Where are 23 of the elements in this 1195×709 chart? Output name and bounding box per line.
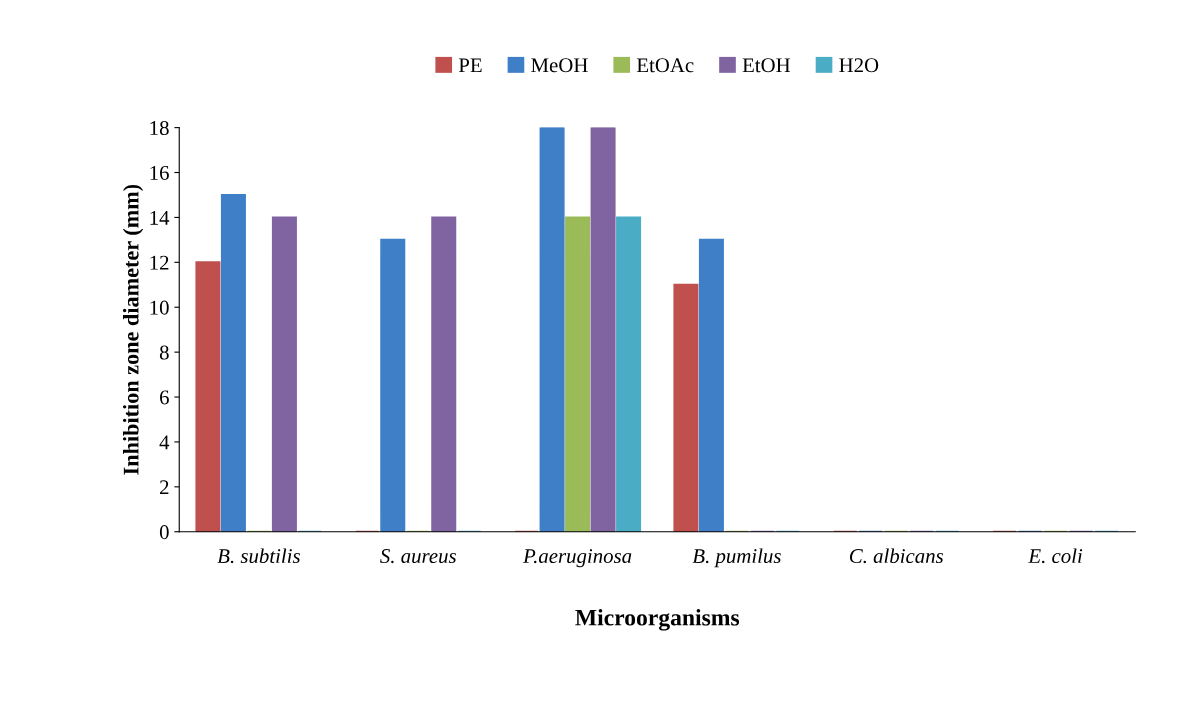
y-tick-label: 0	[159, 525, 169, 540]
y-tick-label: 2	[160, 480, 169, 495]
y-tick-label: 6	[160, 390, 169, 405]
y-tick-label: 12	[150, 255, 169, 270]
x-tick-label: E. coli	[1028, 548, 1083, 564]
y-axis-title: Inhibition zone diameter (mm)	[122, 184, 144, 475]
x-tick-label: C. albicans	[849, 548, 944, 564]
legend-label: EtOAc	[636, 58, 694, 73]
y-tick-label: 14	[150, 210, 170, 225]
y-tick-label: 4	[159, 435, 170, 450]
x-tick-label: B. subtilis	[217, 548, 300, 564]
legend-label: PE	[458, 58, 482, 73]
legend-label: H2O	[839, 58, 879, 73]
x-tick-label: P.aeruginosa	[522, 549, 632, 568]
legend-label: MeOH	[531, 58, 588, 73]
x-tick-label: S. aureus	[380, 549, 456, 564]
y-tick-label: 8	[159, 345, 169, 360]
y-tick-label: 18	[150, 120, 169, 136]
y-tick-label: 10	[150, 300, 169, 315]
x-axis-title: Microorganisms	[575, 608, 740, 631]
y-tick-label: 16	[150, 165, 169, 180]
x-tick-label: B. pumilus	[692, 548, 781, 568]
legend-label: EtOH	[742, 58, 791, 73]
